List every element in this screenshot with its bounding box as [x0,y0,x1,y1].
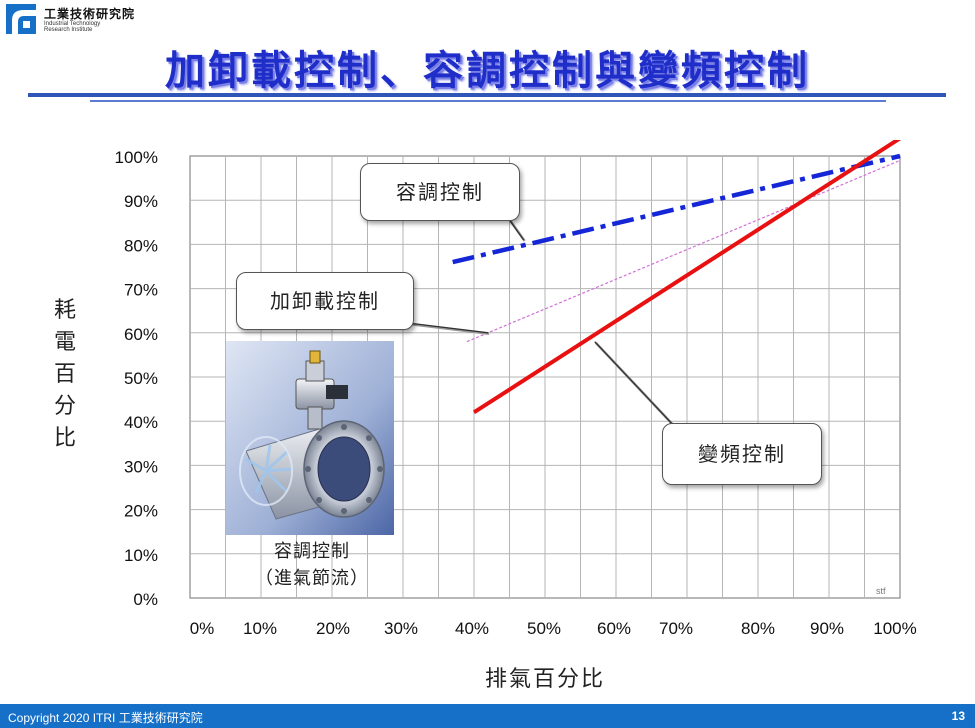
y-tick-label: 10% [124,546,158,565]
callout-pointers [399,214,678,430]
chart-tick-labels: 0% 10% 20% 30% 40% 50% 60% 70% 80% 90% 100% 0% 10% 20… [115,148,917,638]
itri-logo: 工業技術研究院 Industrial Technology Research I… [6,4,176,38]
y-tick-label: 50% [124,369,158,388]
logo-english-line2: Research Institute [44,27,93,33]
x-tick-label: 60% [597,619,631,638]
y-tick-label: 0% [133,590,158,609]
footer-copyright: Copyright 2020 ITRI 工業技術研究院 [8,711,203,725]
series-line-volume-control [452,153,901,265]
title-underline [28,93,946,97]
y-tick-label: 30% [124,457,158,476]
callout-load-unload-label: 加卸載控制 [270,289,380,313]
y-axis-label: 耗電百分比 [50,295,80,455]
pointer-load-unload-shadow [400,321,490,336]
x-tick-label: 90% [810,619,844,638]
y-axis-label-char: 電 [53,330,76,355]
y-tick-label: 70% [124,281,158,300]
slide-title: 加卸載控制、容調控制與變頻控制 [165,47,810,94]
signature-mark: stf [876,586,886,596]
x-tick-label: 70% [659,619,693,638]
title-underline-secondary [90,100,886,102]
footer-bar: Copyright 2020 ITRI 工業技術研究院 13 [0,704,975,728]
photo-caption-line1: 容調控制 [274,541,350,562]
pointer-vfd [594,341,677,429]
pointer-load-unload [399,321,489,334]
page-number: 13 [951,709,965,723]
y-tick-label: 60% [124,325,158,344]
y-axis-label-char: 分 [53,394,76,419]
x-tick-label: 20% [316,619,350,638]
logo-english-line1: Industrial Technology [44,21,101,27]
y-tick-label: 40% [124,413,158,432]
y-tick-label: 20% [124,502,158,521]
x-axis-label: 排氣百分比 [485,667,606,692]
x-tick-label: 30% [384,619,418,638]
photo-caption: 容調控制 （進氣節流） [232,538,392,592]
inlet-valve-illustration [226,341,394,535]
y-tick-label: 90% [124,192,158,211]
y-axis-label-char: 比 [53,426,76,451]
callout-load-unload: 加卸載控制 [236,272,414,330]
chart-series [452,140,902,415]
y-axis-label-char: 百 [53,362,76,387]
callout-volume-control: 容調控制 [360,163,520,221]
y-tick-label: 80% [124,236,158,255]
photo-caption-line2: （進氣節流） [255,568,369,589]
x-tick-label: 80% [741,619,775,638]
y-tick-label: 100% [115,148,158,167]
itri-logo-mark-icon [6,4,36,34]
callout-volume-control-label: 容調控制 [396,180,484,204]
series-line-load-unload [466,159,901,343]
callout-vfd-label: 變頻控制 [698,442,786,466]
logo-english-name: Industrial Technology Research Institute [44,21,100,33]
x-tick-label: 0% [190,619,215,638]
x-tick-label: 50% [527,619,561,638]
x-tick-label: 10% [243,619,277,638]
series-line-vfd [472,140,902,415]
logo-chinese-name: 工業技術研究院 [44,7,136,21]
x-tick-label: 100% [873,619,916,638]
x-tick-label: 40% [455,619,489,638]
inlet-valve-photo [226,341,394,535]
y-axis-label-char: 耗 [53,298,76,323]
callout-vfd: 變頻控制 [662,423,822,485]
